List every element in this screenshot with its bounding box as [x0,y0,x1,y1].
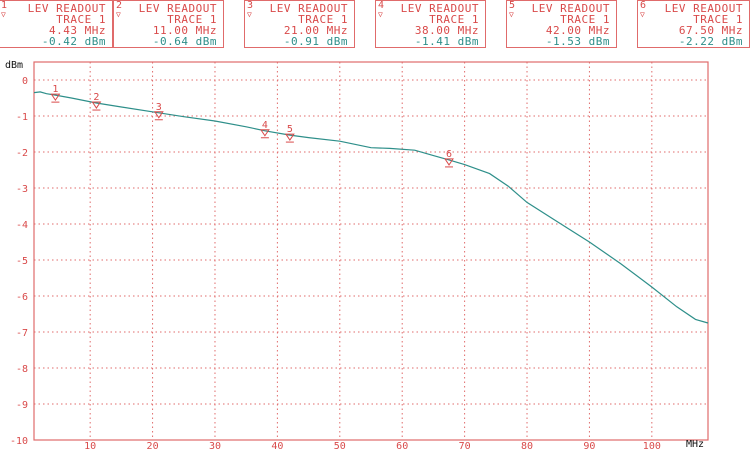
marker-label: 1 [52,84,58,95]
marker-triangle-icon: ▽ [640,10,645,19]
marker-label: 3 [156,102,162,113]
marker-number: 4 [378,0,385,11]
y-tick-label: -7 [16,328,28,339]
marker-1: 1 [50,84,61,103]
marker-number: 1 [1,0,8,11]
marker-triangle-icon [444,158,454,166]
marker-readout-4: 4 ▽ LEV READOUT TRACE 1 38.00 MHz -1.41 … [375,0,486,48]
marker-2: 2 [91,92,102,111]
readout-level: -1.41 dBm [414,35,479,48]
marker-number: 5 [509,0,516,11]
marker-triangle-icon: ▽ [378,10,383,19]
readout-trace: TRACE 1 [693,13,743,26]
readout-title: LEV READOUT [138,2,217,15]
readout-title: LEV READOUT [27,2,106,15]
readout-title: LEV READOUT [269,2,348,15]
marker-triangle-icon [259,129,270,137]
chart-axis-ticks: 0 -1 -2 -3 -4 -5 -6 -7 -8 -9 -10 10 20 30 40 50 60 70 80 90… [10,76,661,452]
marker-readout-6: 6 ▽ LEV READOUT TRACE 1 67.50 MHz -2.22 … [637,0,750,48]
readout-trace: TRACE 1 [429,13,479,26]
marker-triangle-icon: ▽ [116,10,121,19]
marker-readout-3: 3 ▽ LEV READOUT TRACE 1 21.00 MHz -0.91 … [244,0,355,48]
y-tick-label: -6 [16,292,28,303]
y-tick-label: 0 [22,76,28,87]
x-axis-unit-label: MHz [686,439,704,450]
y-tick-label: -4 [16,220,28,231]
readout-frequency: 4.43 MHz [49,24,106,37]
readout-frequency: 38.00 MHz [414,24,479,37]
marker-number: 2 [116,0,123,11]
readout-level: -0.91 dBm [283,35,348,48]
readout-frequency: 42.00 MHz [545,24,610,37]
marker-readout-2: 2 ▽ LEV READOUT TRACE 1 11.00 MHz -0.64 … [113,0,224,48]
x-tick-label: 60 [396,441,408,452]
y-tick-label: -8 [16,364,28,375]
readout-level: -1.53 dBm [545,35,610,48]
readout-frequency: 67.50 MHz [678,24,743,37]
marker-triangle-icon: ▽ [1,10,6,19]
marker-triangle-icon [91,101,102,109]
marker-label: 4 [262,120,268,131]
y-tick-label: -1 [16,112,28,123]
chart-trace [33,91,709,324]
marker-number: 6 [640,0,647,11]
marker-triangle-icon [284,133,295,141]
readout-trace: TRACE 1 [298,13,348,26]
marker-triangle-icon: ▽ [247,10,252,19]
marker-triangle-icon: ▽ [509,10,514,19]
marker-readout-5: 5 ▽ LEV READOUT TRACE 1 42.00 MHz -1.53 … [506,0,617,48]
marker-triangle-icon [153,111,164,119]
plot-frame [33,61,709,441]
marker-label: 2 [93,92,99,103]
marker-3: 3 [153,102,164,121]
marker-triangle-icon [50,93,61,102]
readout-frequency: 11.00 MHz [152,24,217,37]
y-tick-label: -10 [10,436,28,447]
y-tick-label: -5 [16,256,28,267]
x-tick-label: 80 [521,441,533,452]
chart-grid [33,61,709,441]
y-axis-unit-label: dBm [5,60,23,71]
readout-trace: TRACE 1 [167,13,217,26]
marker-readout-1: 1 ▽ LEV READOUT TRACE 1 4.43 MHz -0.42 d… [0,0,113,48]
marker-4: 4 [259,120,270,139]
y-tick-label: -9 [16,400,28,411]
readout-title: LEV READOUT [531,2,610,15]
chart-markers: 1 2 3 4 5 6 [50,84,454,168]
y-tick-label: -3 [16,184,28,195]
readout-title: LEV READOUT [664,2,743,15]
marker-6: 6 [444,149,454,168]
x-tick-label: 40 [271,441,283,452]
readout-level: -0.42 dBm [41,35,106,48]
x-tick-label: 90 [583,441,595,452]
x-tick-label: 50 [334,441,346,452]
x-tick-label: 10 [84,441,96,452]
readout-title: LEV READOUT [400,2,479,15]
marker-label: 5 [287,124,293,135]
x-tick-label: 100 [643,441,661,452]
x-tick-label: 70 [459,441,471,452]
x-tick-label: 30 [209,441,221,452]
readout-level: -0.64 dBm [152,35,217,48]
trace-line [33,91,709,324]
x-tick-label: 20 [147,441,159,452]
readout-trace: TRACE 1 [560,13,610,26]
readout-trace: TRACE 1 [56,13,106,26]
readout-level: -2.22 dBm [678,35,743,48]
marker-label: 6 [446,149,452,160]
readout-frequency: 21.00 MHz [283,24,348,37]
marker-number: 3 [247,0,254,11]
y-tick-label: -2 [16,148,28,159]
marker-5: 5 [284,124,295,143]
